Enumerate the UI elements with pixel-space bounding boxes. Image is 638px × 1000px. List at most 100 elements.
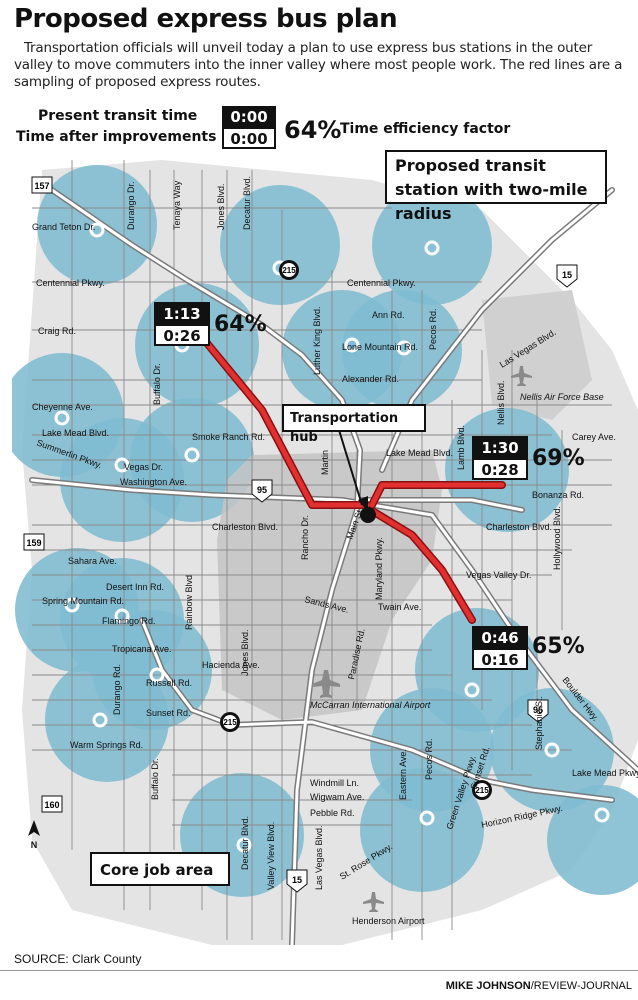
svg-text:15: 15 <box>562 270 572 280</box>
label-washington: Washington Ave. <box>120 477 187 487</box>
highway-shield-icon: 15 <box>286 869 308 893</box>
station-callout-text: Proposed transit station with two-mile r… <box>395 156 588 223</box>
label-pebble: Pebble Rd. <box>310 808 355 818</box>
station-callout: Proposed transit station with two-mile r… <box>385 150 607 223</box>
core-callout: Core job area <box>90 852 230 886</box>
highway-shield-icon: 215 <box>279 260 299 280</box>
highway-shield-icon: 215 <box>472 780 492 800</box>
graphic-title: Proposed express bus plan <box>14 4 398 34</box>
present-time: 1:30 <box>472 436 528 458</box>
label-desert-inn: Desert Inn Rd. <box>106 582 164 592</box>
label-charleston-e: Charleston Blvd. <box>486 522 552 532</box>
label-hacienda: Hacienda Ave. <box>202 660 260 670</box>
label-sahara: Sahara Ave. <box>68 556 117 566</box>
mccarran-airplane-icon <box>312 670 340 698</box>
label-centennial-w: Centennial Pkwy. <box>36 278 105 288</box>
highway-shields: 157 215 15 159 160 95 215 95 215 15 <box>23 176 578 893</box>
svg-text:215: 215 <box>475 786 489 795</box>
label-lake-mead-w: Lake Mead Blvd. <box>42 428 109 438</box>
label-durango-n: Durango Dr. <box>126 181 136 230</box>
route-percent-northwest: 64% <box>214 312 267 337</box>
label-rancho: Rancho Dr. <box>300 515 310 560</box>
divider <box>0 970 638 971</box>
label-las-vegas-blvd-s: Las Vegas Blvd. <box>314 825 324 890</box>
label-maryland: Maryland Pkwy. <box>374 537 384 600</box>
hub-callout: Transportation hub <box>282 404 426 445</box>
label-russell: Russell Rd. <box>146 678 192 688</box>
legend-efficiency-label: Time efficiency factor <box>340 121 511 137</box>
route-time-box-east: 1:30 0:28 <box>472 436 528 480</box>
route-percent-east: 69% <box>532 446 585 471</box>
label-bonanza: Bonanza Rd. <box>532 490 584 500</box>
route-percent-southeast: 65% <box>532 634 585 659</box>
label-warm-springs: Warm Springs Rd. <box>70 740 143 750</box>
henderson-airplane-icon <box>363 892 384 912</box>
improved-time: 0:28 <box>472 458 528 480</box>
label-buffalo-s: Buffalo Dr. <box>150 758 160 800</box>
label-twain: Twain Ave. <box>378 602 421 612</box>
label-charleston-w: Charleston Blvd. <box>212 522 278 532</box>
label-martin: Martin <box>320 450 330 475</box>
label-smoke-ranch: Smoke Ranch Rd. <box>192 432 265 442</box>
north-arrow-icon: N <box>28 820 40 850</box>
improved-time: 0:26 <box>154 324 210 346</box>
label-grand-teton: Grand Teton Dr. <box>32 222 95 232</box>
improved-time: 0:16 <box>472 648 528 670</box>
label-hollywood: Hollywood Blvd. <box>552 506 562 570</box>
label-durango-s: Durango Rd. <box>112 664 122 715</box>
credit-name: MIKE JOHNSON <box>445 980 531 992</box>
highway-shield-icon: 157 <box>31 176 53 194</box>
source-note: SOURCE: Clark County <box>14 952 142 966</box>
station-circle <box>60 418 184 542</box>
label-valley-view: Valley View Blvd. <box>266 822 276 890</box>
legend-present-label: Present transit time <box>38 108 198 124</box>
svg-text:15: 15 <box>292 875 302 885</box>
credit-org: /REVIEW-JOURNAL <box>530 980 632 992</box>
label-henderson: Henderson Airport <box>352 916 425 926</box>
legend-after-label: Time after improvements <box>16 129 217 145</box>
legend-present-box: 0:00 <box>222 106 276 128</box>
station-rings <box>54 222 610 853</box>
label-spring-mountain: Spring Mountain Rd. <box>42 596 124 606</box>
legend-percent: 64% <box>284 116 342 144</box>
label-pecos-s: Pecos Rd. <box>424 738 434 780</box>
label-decatur-n: Decatur Blvd. <box>242 176 252 230</box>
intro-text: Transportation officials will unveil tod… <box>14 40 623 90</box>
highway-shield-icon: 159 <box>23 533 45 551</box>
route-time-box-northwest: 1:13 0:26 <box>154 302 210 346</box>
present-time: 1:13 <box>154 302 210 324</box>
label-sunset: Sunset Rd. <box>146 708 191 718</box>
label-craig: Craig Rd. <box>38 326 76 336</box>
highway-shield-icon: 15 <box>556 264 578 288</box>
highway-shield-icon: 95 <box>251 479 273 503</box>
nellis-base-area <box>482 290 592 420</box>
label-flamingo: Flamingo Rd. <box>102 616 156 626</box>
label-nellis: Nellis Air Force Base <box>520 392 604 402</box>
station-circle <box>547 785 638 895</box>
label-jones-n: Jones Blvd. <box>216 183 226 230</box>
highway-shield-icon: 215 <box>220 712 240 732</box>
label-wigwam: Wigwam Ave. <box>310 792 364 802</box>
hub-callout-text: Transportation hub <box>290 411 399 445</box>
highway-shield-icon: 160 <box>41 795 63 813</box>
svg-text:215: 215 <box>223 718 237 727</box>
label-stephanie: Stephanie St. <box>534 696 544 750</box>
svg-text:95: 95 <box>533 705 543 715</box>
label-ann: Ann Rd. <box>372 310 405 320</box>
label-carey: Carey Ave. <box>572 432 616 442</box>
airplane-icons <box>312 366 532 912</box>
label-windmill: Windmill Ln. <box>310 778 359 788</box>
label-lake-mead-pkwy: Lake Mead Pkwy. <box>572 768 638 778</box>
hub-pointer <box>338 429 363 506</box>
label-pecos-n: Pecos Rd. <box>428 308 438 350</box>
transportation-hub-dot <box>360 507 376 523</box>
label-lake-mead-e: Lake Mead Blvd. <box>386 448 453 458</box>
label-vegas-valley: Vegas Valley Dr. <box>466 570 531 580</box>
svg-text:157: 157 <box>34 181 49 191</box>
label-mlk: Luther King Blvd. <box>312 306 322 375</box>
route-time-box-southeast: 0:46 0:16 <box>472 626 528 670</box>
station-circle <box>220 185 340 305</box>
nellis-airplane-icon <box>511 366 532 386</box>
svg-text:215: 215 <box>282 266 296 275</box>
legend-after-box: 0:00 <box>222 127 276 149</box>
